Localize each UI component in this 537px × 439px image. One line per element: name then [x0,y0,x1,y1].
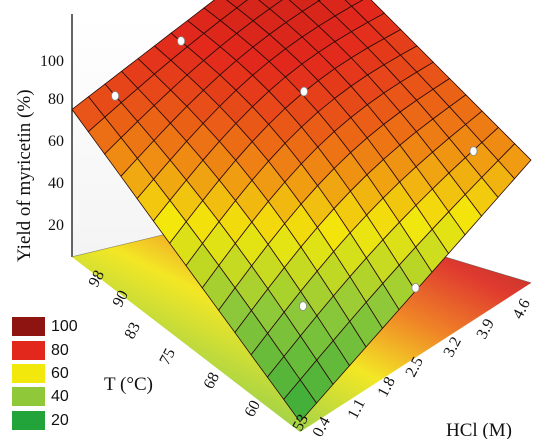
t-tick-98: 98 [86,268,109,290]
hcl-tick-3.9: 3.9 [474,316,498,342]
color-legend: 100 80 60 40 20 [12,317,78,430]
legend-label-80: 80 [51,342,69,359]
legend-swatch-40 [12,387,45,406]
legend-swatch-100 [12,317,45,336]
experimental-point [469,146,478,156]
experimental-point [411,282,420,293]
legend-swatch-80 [12,341,45,360]
t-tick-83: 83 [122,320,145,342]
hcl-tick-4.6: 4.6 [510,296,534,322]
legend-swatch-20 [12,411,45,430]
z-axis-ticks: 20 40 60 80 100 [40,53,64,234]
surface-cell [283,379,318,423]
legend-label-40: 40 [51,388,69,405]
z-axis-title: Yield of myricetin (%) [14,89,35,262]
z-tick-20: 20 [48,217,64,234]
legend-label-100: 100 [51,318,78,335]
t-tick-53: 53 [290,412,313,434]
experimental-point [298,301,307,311]
t-tick-90: 90 [110,288,133,310]
t-axis-title: T (°C) [104,374,153,395]
t-tick-68: 68 [201,370,224,392]
legend-swatch-60 [12,364,45,383]
experimental-point [111,91,120,101]
legend-label-60: 60 [51,365,69,382]
response-surface [71,0,532,423]
z-tick-80: 80 [48,91,64,108]
hcl-axis-title: HCl (M) [446,420,512,439]
t-axis-ticks: 53 60 68 75 83 90 98 [86,268,313,434]
experimental-point [299,86,308,97]
surface-cell [226,0,248,9]
t-tick-60: 60 [242,398,265,420]
z-tick-40: 40 [48,175,64,192]
z-tick-100: 100 [40,53,64,70]
experimental-point [177,36,186,46]
t-tick-75: 75 [157,346,180,368]
legend-label-20: 20 [51,412,69,429]
z-tick-60: 60 [48,133,64,150]
experimental-points [111,36,478,311]
